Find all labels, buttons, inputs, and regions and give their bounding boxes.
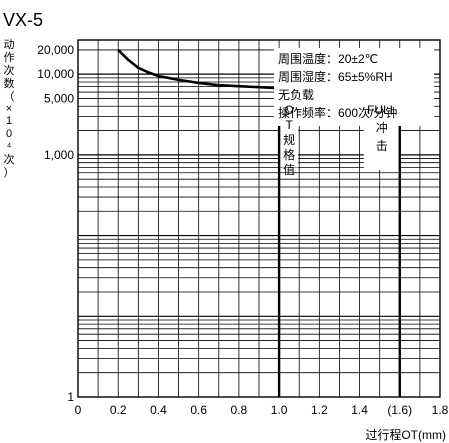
y-axis-label-char: 0	[6, 128, 12, 140]
condition-line: 操作频率：600次/分钟	[278, 105, 397, 120]
y-tick-labels: 20,000 10,000 5,000 1,000 1	[37, 43, 74, 404]
plot-border	[77, 39, 441, 398]
y-axis-label-char: 次	[4, 63, 15, 77]
plot-frame	[77, 39, 441, 398]
x-tick-label: 0	[75, 403, 82, 417]
x-tick-labels: 0 0.2 0.4 0.6 0.8 1.0 1.2 1.4 (1.6) 1.8	[75, 403, 449, 417]
y-axis-label-char: （	[4, 90, 15, 103]
ot-spec-label-char: O	[284, 103, 293, 117]
ot-spec-label-char: 值	[283, 162, 295, 177]
x-axis-label: 过行程OT(mm)	[365, 427, 446, 442]
y-axis-label-char: 数	[4, 77, 15, 90]
x-tick-label: 1.4	[351, 403, 368, 417]
ot-spec-label-char: T	[285, 118, 293, 132]
x-tick-label: 1.0	[271, 403, 288, 417]
y-tick-label: 5,000	[44, 91, 74, 105]
y-axis-label-char: 动	[4, 38, 15, 51]
y-axis-label-char: 次	[4, 152, 15, 166]
condition-line: 周围湿度：65±5%RH	[278, 69, 393, 84]
annotations: 周围温度：20±2℃ 周围湿度：65±5%RH 无负载操作频率：600次/分钟OT规…	[274, 48, 434, 177]
full-stroke-label-part: FULL	[367, 103, 397, 117]
full-stroke-label-part: 击	[376, 139, 388, 153]
ot-spec-label-char: 规	[283, 132, 295, 147]
x-tick-label: 1.8	[432, 403, 449, 417]
y-axis-label-char: ⁴	[7, 141, 12, 153]
x-tick-label: 1.2	[311, 403, 328, 417]
x-tick-label: 0.6	[190, 403, 207, 417]
y-axis-label-char: ×	[6, 103, 12, 115]
y-axis-label-char: 1	[6, 115, 12, 127]
conditions-box	[274, 48, 434, 126]
y-axis-label-char: ）	[4, 166, 15, 179]
y-tick-label: 1	[67, 390, 74, 404]
condition-line: 无负载	[278, 88, 314, 102]
condition-line: 周围温度：20±2℃	[278, 51, 378, 66]
chart-title: VX-5	[3, 10, 43, 30]
y-tick-label: 10,000	[37, 67, 74, 81]
y-tick-label: 1,000	[44, 148, 74, 162]
x-tick-label: 0.4	[150, 403, 167, 417]
x-tick-label: (1.6)	[387, 403, 412, 417]
y-tick-label: 20,000	[37, 43, 74, 57]
y-axis-label-char: 作	[4, 51, 15, 64]
x-tick-label: 0.2	[110, 403, 127, 417]
full-stroke-label-part: 冲	[376, 120, 388, 135]
ot-spec-label-char: 格	[283, 147, 295, 162]
x-tick-label: 0.8	[231, 403, 248, 417]
